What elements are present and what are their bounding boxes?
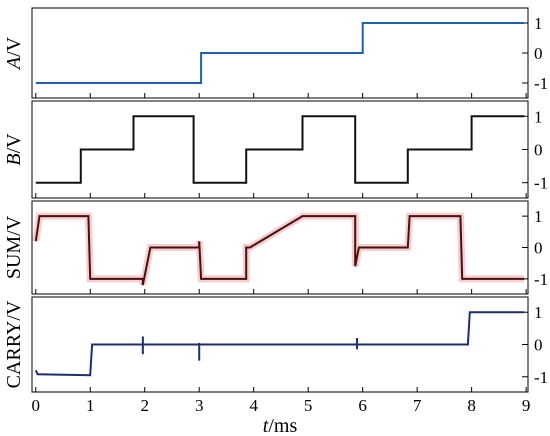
y-axis-label-unit: /V (3, 133, 25, 154)
y-tick-label: -1 (534, 174, 548, 193)
x-tick-label: 9 (522, 396, 531, 415)
y-tick-label: 1 (534, 207, 543, 226)
series-line (35, 22, 525, 84)
y-axis-label: B/V (3, 133, 25, 166)
y-tick-label: 1 (534, 14, 543, 33)
y-axis-label: A/V (3, 36, 25, 71)
panel-2: 1 0 -1 B/V (3, 100, 548, 199)
series-glow (32, 212, 525, 286)
y-tick-label: 0 (534, 336, 543, 355)
y-tick-label: -1 (534, 270, 548, 289)
y-axis-label-var: A (3, 56, 25, 71)
x-tick-label: 0 (32, 396, 41, 415)
y-axis-label-var: B (3, 153, 25, 165)
y-axis-label-unit: /V (3, 36, 25, 57)
panels: 1 0 -1 A/V 1 0 -1 B/V 1 0 -1 SUM/V 1 0 -1 CARRY/V (3, 7, 548, 393)
y-axis-label-unit: CARRY/V (3, 300, 25, 388)
x-tick-label: 6 (358, 396, 367, 415)
panel-4: 1 0 -1 CARRY/V (3, 296, 548, 393)
y-axis-label: CARRY/V (3, 300, 25, 388)
panel-3: 1 0 -1 SUM/V (3, 200, 548, 295)
x-tick-label: 2 (140, 396, 149, 415)
x-tick-label: 3 (195, 396, 204, 415)
x-tick-label: 8 (467, 396, 476, 415)
y-tick-label: 0 (534, 141, 543, 160)
series-line (35, 115, 525, 184)
panel-1: 1 0 -1 A/V (3, 7, 548, 99)
x-tick-label: 4 (249, 396, 258, 415)
x-axis: 0 1 2 3 4 5 6 7 8 9 t/ms (32, 396, 531, 436)
y-axis-label-unit: SUM/V (3, 215, 25, 279)
y-tick-label: 0 (534, 239, 543, 258)
y-tick-label: 1 (534, 303, 543, 322)
x-tick-label: 7 (413, 396, 422, 415)
y-tick-label: 0 (534, 44, 543, 63)
y-axis-label: SUM/V (3, 215, 25, 279)
x-axis-label: t/ms (263, 415, 298, 436)
x-tick-label: 1 (86, 396, 95, 415)
series-line (34, 215, 525, 286)
y-tick-label: -1 (534, 368, 548, 387)
y-tick-label: -1 (534, 74, 548, 93)
series-line (34, 311, 525, 377)
x-axis-label-var: t (263, 415, 269, 436)
x-axis-label-unit: /ms (268, 415, 297, 436)
y-tick-label: 1 (534, 107, 543, 126)
x-tick-label: 5 (304, 396, 313, 415)
